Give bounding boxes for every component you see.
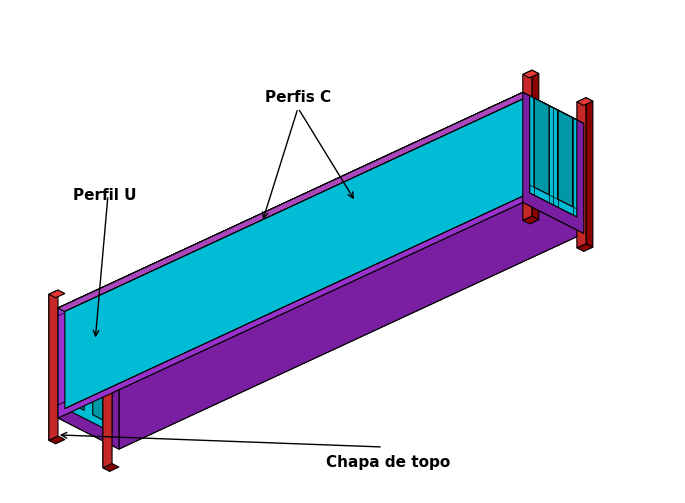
Polygon shape <box>58 93 530 311</box>
Polygon shape <box>577 98 593 106</box>
Text: Perfil U: Perfil U <box>73 188 136 203</box>
Polygon shape <box>103 317 112 468</box>
Polygon shape <box>103 464 119 471</box>
Polygon shape <box>58 202 584 449</box>
Polygon shape <box>92 325 108 423</box>
Polygon shape <box>49 290 65 298</box>
Polygon shape <box>523 70 532 220</box>
Polygon shape <box>530 96 577 217</box>
Polygon shape <box>65 96 530 408</box>
Polygon shape <box>532 70 539 220</box>
Polygon shape <box>65 96 577 336</box>
Polygon shape <box>523 216 539 224</box>
Polygon shape <box>65 96 530 408</box>
Polygon shape <box>58 308 119 449</box>
Polygon shape <box>112 120 584 339</box>
Polygon shape <box>58 93 584 339</box>
Polygon shape <box>65 96 577 336</box>
Polygon shape <box>103 322 110 471</box>
Polygon shape <box>58 93 584 339</box>
Polygon shape <box>523 93 584 233</box>
Text: Perfis C: Perfis C <box>265 90 331 105</box>
Polygon shape <box>58 93 523 418</box>
Polygon shape <box>530 96 577 217</box>
Polygon shape <box>586 98 593 247</box>
Polygon shape <box>58 93 530 311</box>
Polygon shape <box>65 311 112 433</box>
Polygon shape <box>103 317 119 325</box>
Polygon shape <box>49 294 55 444</box>
Polygon shape <box>49 436 65 444</box>
Polygon shape <box>558 110 573 207</box>
Polygon shape <box>558 110 573 207</box>
Polygon shape <box>119 123 584 449</box>
Polygon shape <box>577 244 593 252</box>
Polygon shape <box>577 98 586 248</box>
Polygon shape <box>534 98 549 195</box>
Polygon shape <box>69 314 84 410</box>
Text: Chapa de topo: Chapa de topo <box>326 455 450 470</box>
Polygon shape <box>112 120 584 339</box>
Polygon shape <box>523 70 539 78</box>
Polygon shape <box>534 98 549 195</box>
Polygon shape <box>523 93 584 233</box>
Polygon shape <box>58 93 523 418</box>
Polygon shape <box>49 290 58 440</box>
